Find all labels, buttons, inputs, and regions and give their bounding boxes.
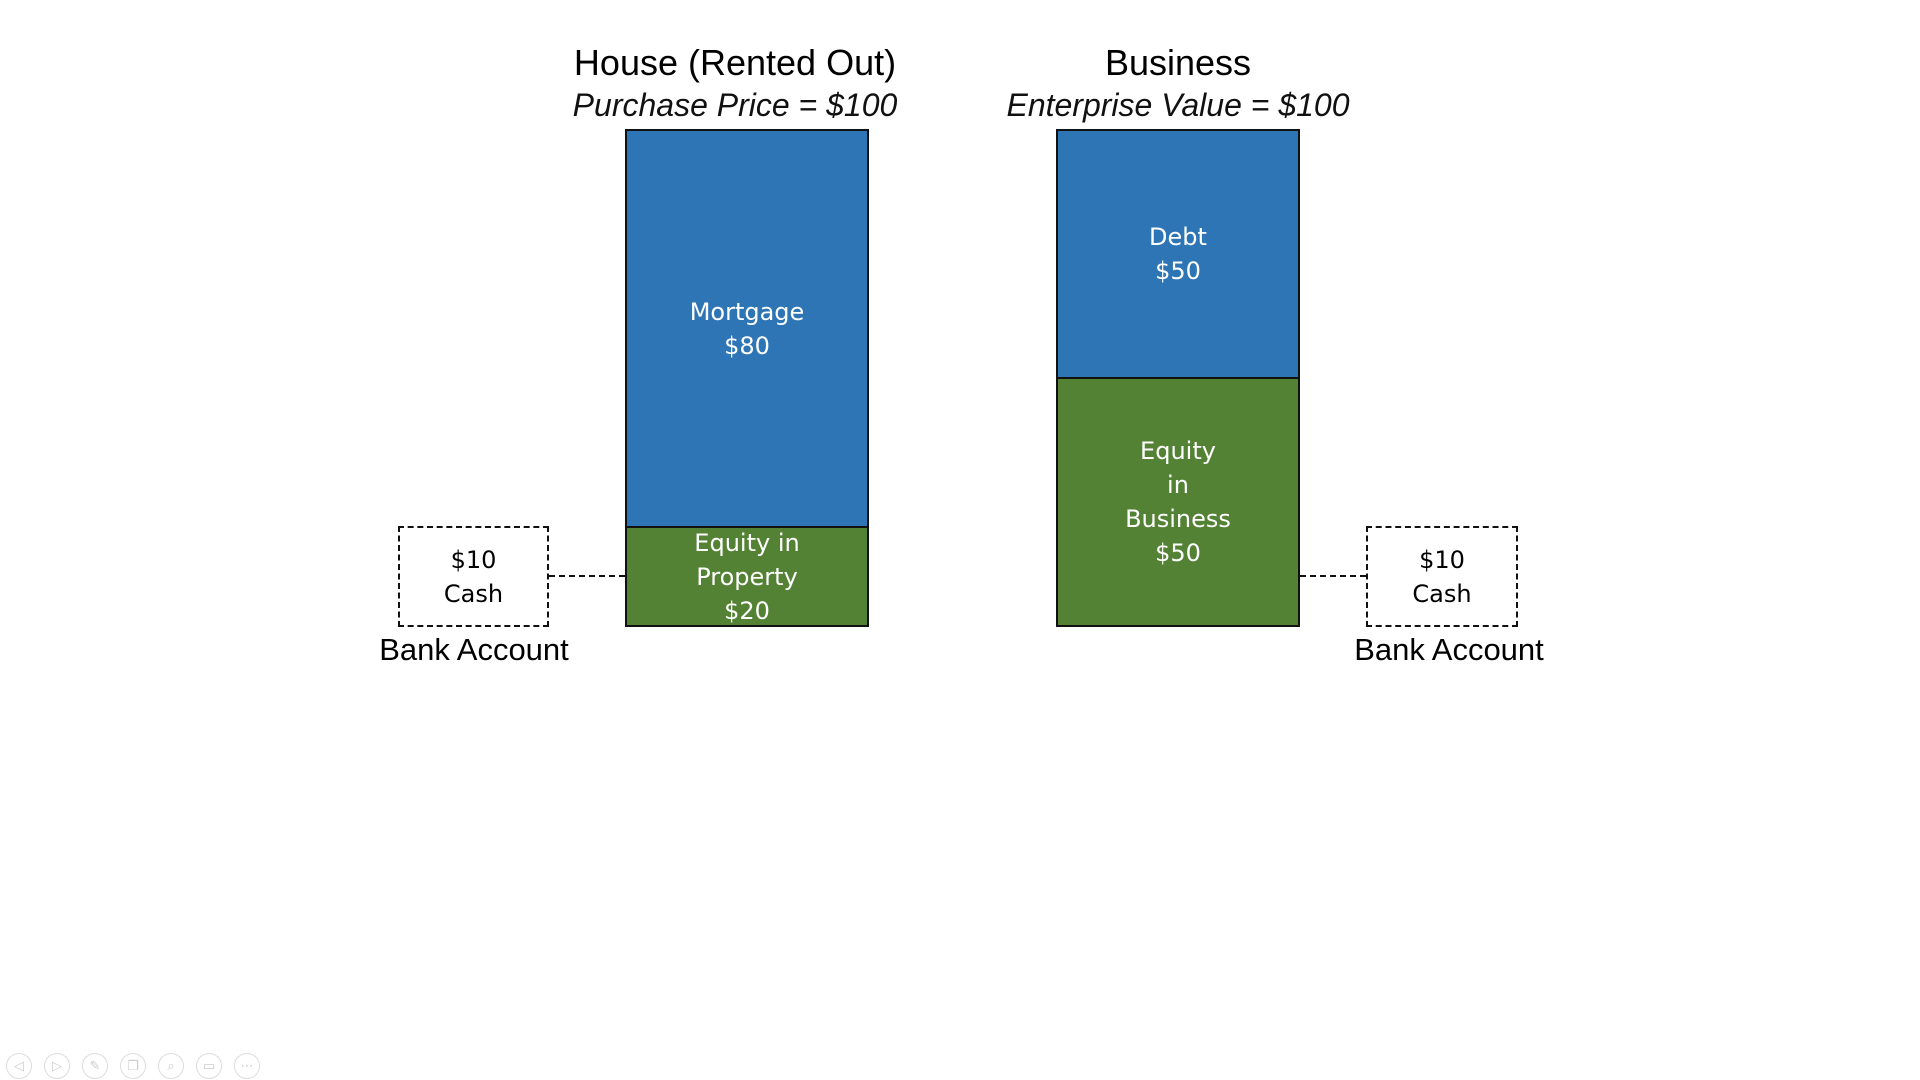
screen-icon: ▭: [202, 1058, 216, 1073]
previous-icon: ◁: [14, 1058, 24, 1073]
business-title: Business: [1104, 42, 1252, 83]
business-bank-account-label: Bank Account: [1354, 632, 1544, 667]
see-all-slides-button[interactable]: ❐: [120, 1053, 146, 1079]
zoom-icon: ⌕: [167, 1058, 175, 1073]
cash-amount: $10: [1419, 545, 1465, 574]
house-cash-box: $10 Cash: [398, 526, 549, 627]
segment-value: $50: [1155, 257, 1201, 285]
business-subtitle: Enterprise Value = $100: [1006, 87, 1350, 123]
segment-label: Equity: [1140, 437, 1216, 465]
equity-business-segment: Equity in Business $50: [1056, 377, 1300, 627]
equity-property-segment: Equity in Property $20: [625, 526, 869, 627]
cash-label: Cash: [443, 579, 504, 608]
previous-slide-button[interactable]: ◁: [6, 1053, 32, 1079]
segment-value: $20: [724, 596, 770, 625]
slides-icon: ❐: [127, 1058, 139, 1073]
segment-value: $80: [724, 331, 770, 360]
segment-label: Business: [1125, 505, 1231, 533]
cash-amount: $10: [450, 545, 497, 574]
segment-value: $50: [1155, 539, 1201, 567]
next-icon: ▷: [52, 1058, 62, 1073]
segment-label: in: [1167, 471, 1189, 499]
more-icon: ⋯: [240, 1058, 254, 1073]
segment-label: Mortgage: [689, 297, 805, 326]
business-connector-line: [1300, 575, 1366, 577]
pen-button[interactable]: ✎: [82, 1053, 108, 1079]
segment-label: Property: [696, 562, 798, 591]
segment-label: Equity in: [694, 528, 800, 557]
more-options-button[interactable]: ⋯: [234, 1053, 260, 1079]
zoom-button[interactable]: ⌕: [158, 1053, 184, 1079]
house-connector-line: [549, 575, 625, 577]
debt-segment: Debt $50: [1056, 129, 1300, 379]
next-slide-button[interactable]: ▷: [44, 1053, 70, 1079]
business-cash-box: $10 Cash: [1366, 526, 1518, 627]
house-title: House (Rented Out): [573, 42, 897, 83]
house-subtitle: Purchase Price = $100: [572, 87, 898, 123]
segment-label: Debt: [1149, 223, 1207, 251]
pen-icon: ✎: [89, 1058, 101, 1073]
cash-label: Cash: [1412, 579, 1472, 608]
house-bank-account-label: Bank Account: [379, 632, 569, 667]
mortgage-segment: Mortgage $80: [625, 129, 869, 528]
screen-button[interactable]: ▭: [196, 1053, 222, 1079]
